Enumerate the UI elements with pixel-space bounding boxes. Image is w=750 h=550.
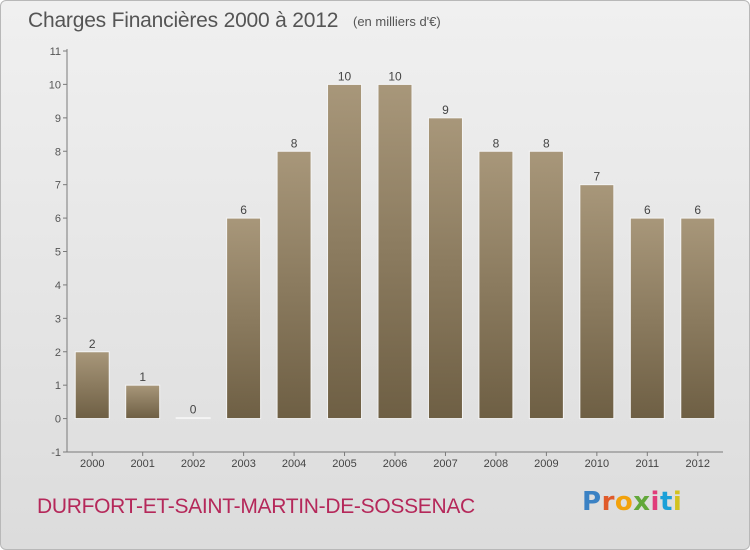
- bar: [427, 117, 463, 420]
- bar: [276, 150, 312, 420]
- bar: [377, 83, 413, 420]
- data-label: 1: [139, 370, 146, 384]
- logo-letter: o: [614, 487, 634, 517]
- x-tick-label: 2000: [80, 458, 104, 470]
- data-label: 0: [190, 403, 197, 417]
- commune-name: DURFORT-ET-SAINT-MARTIN-DE-SOSSENAC: [37, 495, 475, 518]
- y-tick-label: 0: [55, 414, 61, 426]
- bar: [528, 150, 564, 420]
- data-label: 2: [89, 337, 96, 351]
- x-tick-label: 2001: [130, 458, 154, 470]
- data-label: 10: [338, 69, 352, 83]
- y-tick-label: 10: [49, 79, 61, 91]
- x-tick-label: 2006: [383, 458, 407, 470]
- chart-title: Charges Financières 2000 à 2012: [28, 9, 339, 32]
- logo-letter: r: [601, 487, 615, 517]
- logo-letter: i: [672, 487, 683, 517]
- y-tick-label: 3: [55, 313, 61, 325]
- y-tick-label: 7: [55, 180, 61, 192]
- y-tick-label: 2: [55, 347, 61, 359]
- data-label: 8: [543, 136, 550, 150]
- logo-letter: t: [659, 487, 673, 517]
- bar: [226, 217, 262, 420]
- x-tick-label: 2002: [181, 458, 205, 470]
- y-tick-label: 5: [55, 247, 61, 259]
- y-tick-label: 4: [55, 280, 61, 292]
- data-label: 6: [644, 203, 651, 217]
- y-tick-label: 11: [50, 46, 61, 58]
- bar: [175, 417, 211, 420]
- data-label: 7: [594, 170, 601, 184]
- logo-letter: P: [582, 487, 602, 517]
- bar: [579, 184, 615, 420]
- y-tick-label: 6: [55, 213, 61, 225]
- data-label: 9: [442, 103, 449, 117]
- data-label: 8: [493, 136, 500, 150]
- x-tick-label: 2010: [585, 458, 609, 470]
- bar: [125, 384, 161, 420]
- logo-letter: x: [633, 487, 651, 517]
- data-label: 10: [388, 69, 402, 83]
- bar: [327, 83, 363, 420]
- bar: [629, 217, 665, 420]
- y-tick-label: 9: [55, 113, 61, 125]
- chart-unit: (en milliers d'€): [353, 14, 441, 29]
- x-tick-label: 2009: [534, 458, 558, 470]
- y-tick-label: 1: [55, 380, 61, 392]
- x-tick-label: 2007: [433, 458, 457, 470]
- data-label: 6: [694, 203, 701, 217]
- bar: [74, 351, 110, 420]
- proxiti-logo: Proxiti: [582, 487, 682, 517]
- y-tick-label: 8: [55, 146, 61, 158]
- x-tick-label: 2003: [231, 458, 255, 470]
- x-tick-label: 2012: [686, 458, 710, 470]
- y-tick-label: -1: [51, 447, 61, 459]
- x-tick-label: 2008: [484, 458, 508, 470]
- bar: [680, 217, 716, 420]
- x-tick-label: 2005: [332, 458, 356, 470]
- x-tick-label: 2004: [282, 458, 306, 470]
- data-label: 6: [240, 203, 247, 217]
- x-tick-label: 2011: [635, 458, 659, 470]
- logo-letter: i: [650, 487, 660, 517]
- data-label: 8: [291, 136, 298, 150]
- bar: [478, 150, 514, 420]
